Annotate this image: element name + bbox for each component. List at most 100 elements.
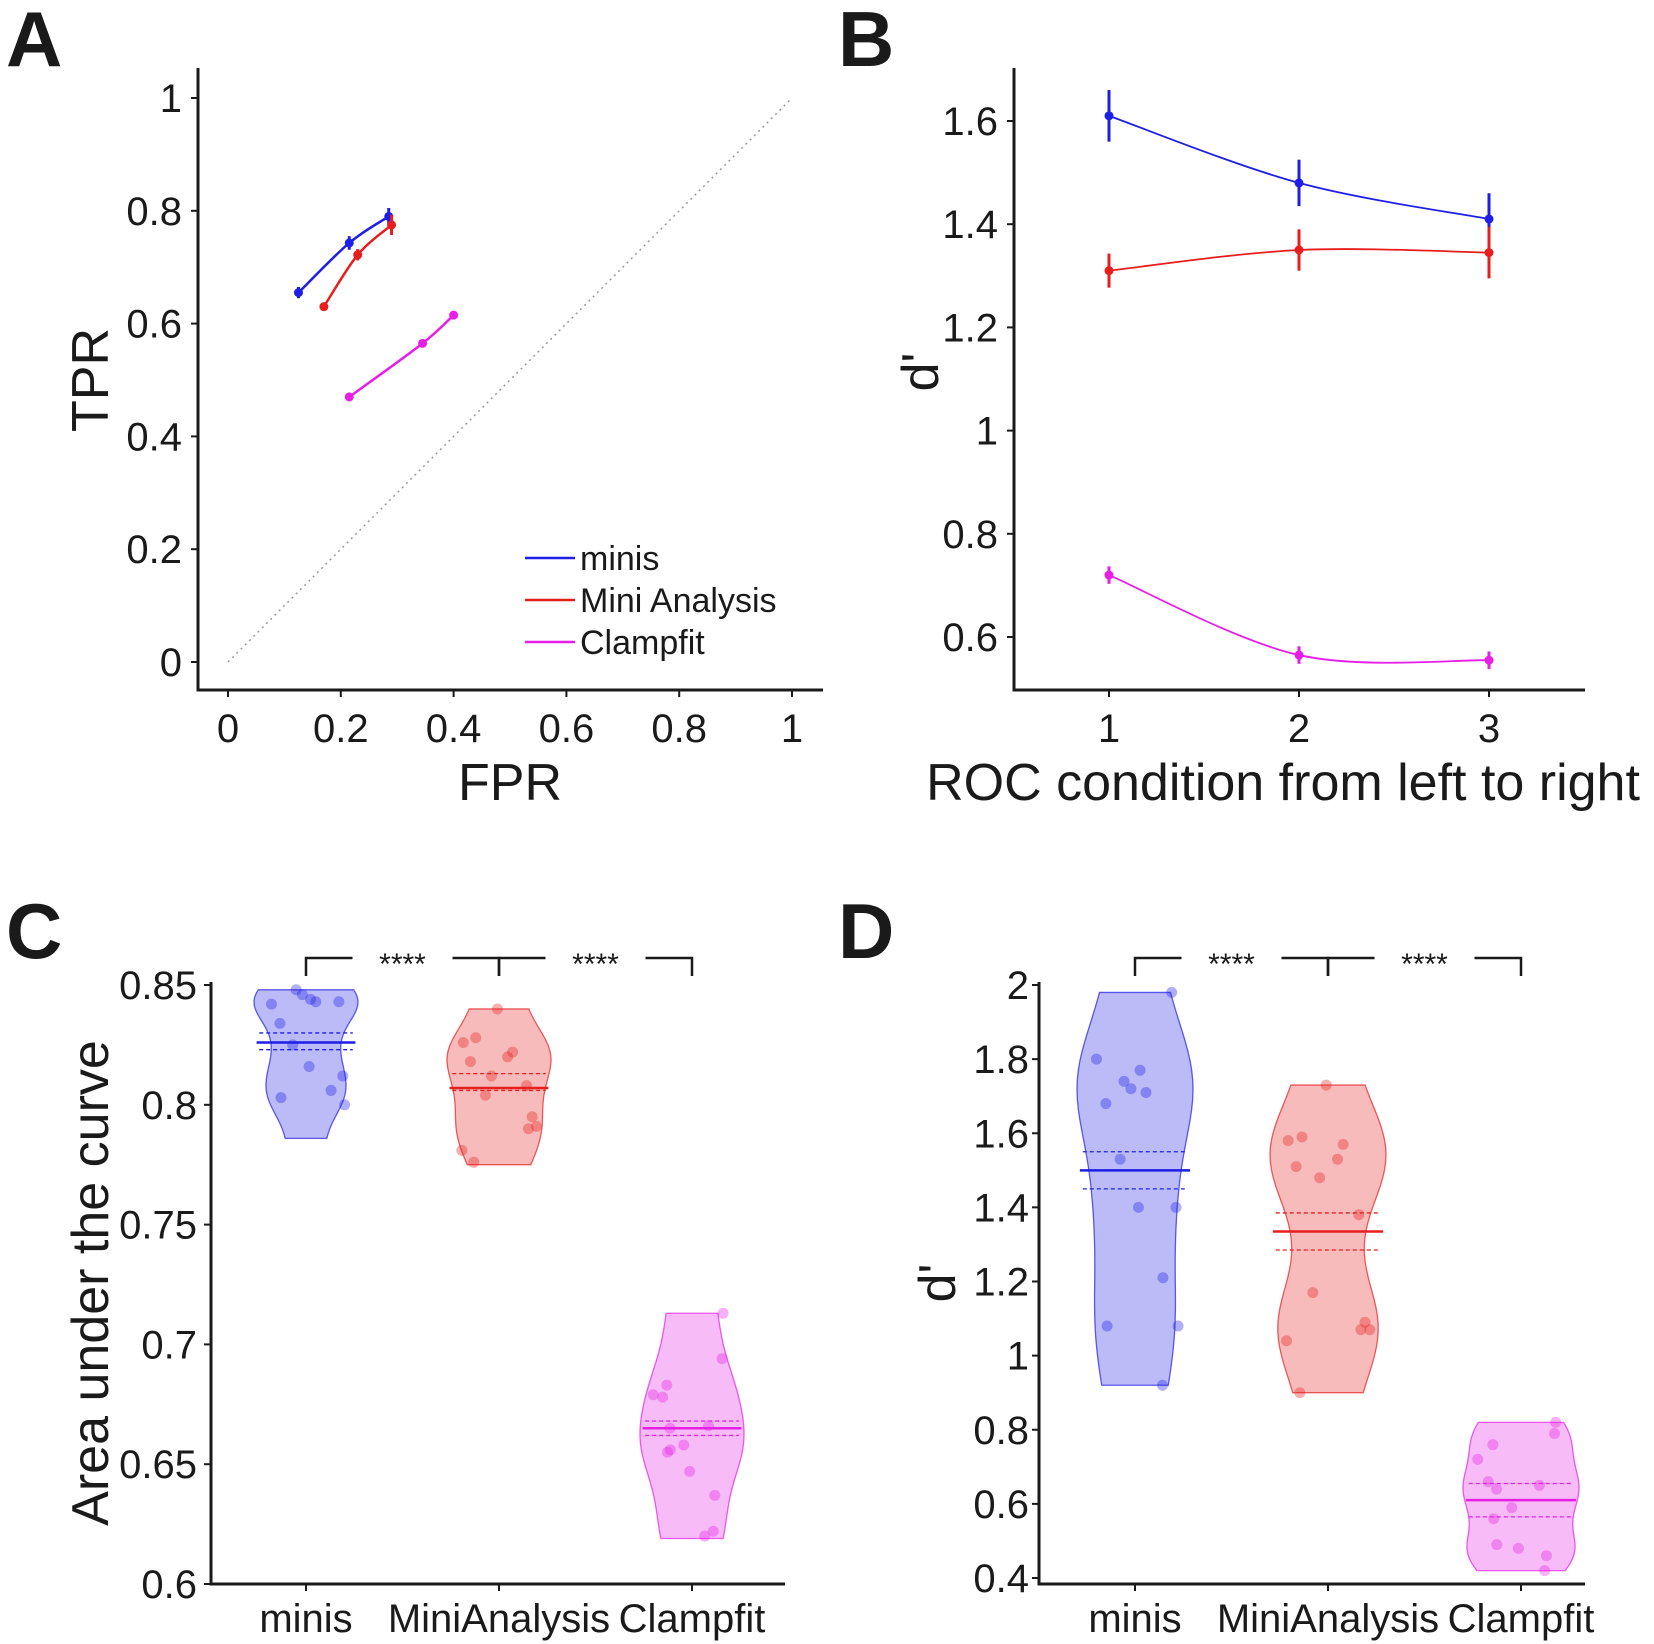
- violin-point: [657, 1391, 669, 1403]
- y-tick-label: 0: [160, 641, 182, 685]
- y-tick-label: 0.8: [973, 1409, 1029, 1453]
- y-tick-label: 0.6: [942, 616, 998, 660]
- violin-point: [1320, 1079, 1332, 1091]
- y-tick-label: 0.6: [126, 303, 182, 347]
- violin-point: [1114, 1153, 1126, 1165]
- violin-point: [1550, 1416, 1562, 1428]
- y-tick-label: 0.7: [141, 1323, 197, 1367]
- y-tick-label: 0.6: [973, 1483, 1029, 1527]
- data-point: [1104, 570, 1114, 580]
- violin-point: [470, 1032, 482, 1044]
- violin-point: [486, 1070, 498, 1082]
- y-tick-label: 0.8: [942, 513, 998, 557]
- y-tick-label: 1.4: [942, 203, 998, 247]
- panel-letter-b: B: [838, 0, 894, 83]
- violin-point: [333, 996, 345, 1008]
- violin-mini_analysis: [1269, 1084, 1387, 1394]
- violin-point: [1156, 1379, 1168, 1391]
- x-tick-label: 1: [1098, 707, 1120, 751]
- violin-point: [662, 1446, 674, 1458]
- violin-point: [1490, 1483, 1502, 1495]
- violin-point: [1134, 1064, 1146, 1076]
- violin-point: [1549, 1427, 1561, 1439]
- violin-point: [456, 1144, 468, 1156]
- violin-point: [1090, 1053, 1102, 1065]
- y-tick-label: 0.8: [126, 190, 182, 234]
- violin-point: [303, 1060, 315, 1072]
- violin-point: [664, 1444, 676, 1456]
- violin-point: [1101, 1320, 1113, 1332]
- violin-point: [717, 1307, 729, 1319]
- data-point: [353, 250, 363, 260]
- x-axis-title: FPR: [458, 754, 562, 812]
- violin-point: [1533, 1479, 1545, 1491]
- y-tick-label: 0.4: [973, 1557, 1029, 1601]
- data-point: [1294, 245, 1304, 255]
- y-tick-label: 1.4: [973, 1186, 1029, 1230]
- violin-point: [531, 1120, 543, 1132]
- y-tick-label: 0.2: [126, 528, 182, 572]
- violin-point: [287, 1039, 299, 1051]
- significance-label: ****: [1208, 948, 1255, 981]
- y-tick-label: 1: [160, 77, 182, 121]
- y-tick-label: 1: [1007, 1335, 1029, 1379]
- data-point: [294, 288, 303, 298]
- violin-point: [707, 1525, 719, 1537]
- data-point: [1484, 214, 1494, 224]
- panel-letter-d: D: [838, 887, 894, 975]
- violin-point: [502, 1051, 514, 1063]
- y-tick-label: 0.4: [126, 415, 182, 459]
- y-tick-label: 0.85: [119, 964, 197, 1008]
- legend-label: Clampfit: [580, 624, 705, 662]
- data-point: [1484, 248, 1494, 258]
- violin-point: [325, 1084, 337, 1096]
- violin-point: [526, 1111, 538, 1123]
- x-tick-label: 0.8: [651, 707, 707, 751]
- y-tick-label: 0.6: [141, 1563, 197, 1607]
- violin-point: [1482, 1476, 1494, 1488]
- category-label: Clampfit: [1448, 1597, 1595, 1641]
- panel-c: 0.6 0.65 0.7 0.75 0.8 0.85 minis MiniAnalysis Cl…: [62, 948, 785, 1641]
- category-label: minis: [1088, 1597, 1181, 1641]
- violin-point: [1132, 1201, 1144, 1213]
- category-label: minis: [259, 1597, 352, 1641]
- violin-point: [468, 1156, 480, 1168]
- violin-point: [1512, 1542, 1524, 1554]
- violin-point: [678, 1439, 690, 1451]
- significance-bracket: [497, 956, 694, 976]
- violin-point: [521, 1080, 533, 1092]
- x-axis-title: ROC condition from left to right: [926, 754, 1640, 812]
- violin-point: [1332, 1153, 1344, 1165]
- violin-point: [1170, 1201, 1182, 1213]
- violin-point: [339, 1099, 351, 1111]
- violin-point: [1290, 1161, 1302, 1173]
- x-tick-label: 1: [781, 707, 803, 751]
- violin-point: [274, 1017, 286, 1029]
- data-point: [449, 310, 459, 320]
- roc-curve-clampfit: [348, 314, 455, 398]
- violin-point: [522, 1123, 534, 1135]
- y-tick-label: 0.65: [119, 1443, 197, 1487]
- violin-clampfit: [639, 1312, 745, 1540]
- significance-label: ****: [572, 948, 619, 981]
- data-point: [1294, 178, 1304, 188]
- violin-point: [1282, 1135, 1294, 1147]
- violin-point: [1294, 1387, 1306, 1399]
- violin-point: [1125, 1083, 1137, 1095]
- data-point: [1484, 655, 1494, 665]
- x-tick-label: 0: [217, 707, 239, 751]
- panel-d: 0.4 0.6 0.8 1 1.2 1.4 1.6 1.8 2 minis MiniAnalysis…: [909, 948, 1594, 1641]
- roc-curve-minis: [297, 215, 390, 294]
- violin-point: [716, 1353, 728, 1365]
- violin-point: [703, 1420, 715, 1432]
- violin-point: [699, 1530, 711, 1542]
- violin-point: [1337, 1138, 1349, 1150]
- violin-point: [310, 996, 322, 1008]
- axes-frame: [1012, 68, 1585, 692]
- y-axis-title: Area under the curve: [62, 1040, 120, 1526]
- data-point: [418, 338, 428, 348]
- violin-clampfit: [1462, 1421, 1580, 1572]
- y-axis-title: d': [892, 353, 950, 392]
- panel-a: 0 0.2 0.4 0.6 0.8 1 0 0.2 0.4 0.6 0.8 1 FPR TPR minis M…: [62, 68, 823, 812]
